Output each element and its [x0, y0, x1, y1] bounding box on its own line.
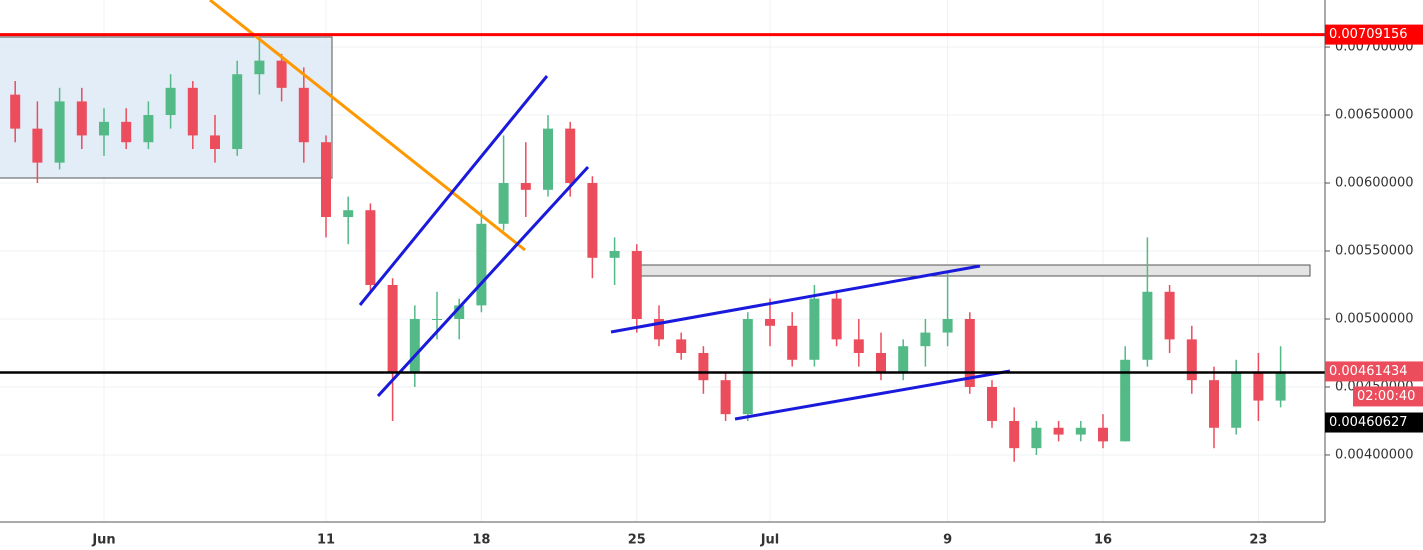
candle-body: [987, 386, 997, 421]
candle-body: [121, 121, 132, 143]
price-label-box: [1325, 24, 1423, 45]
candle-body: [187, 87, 198, 136]
candle-body: [809, 298, 820, 360]
candle-body: [609, 251, 620, 258]
candle-body: [498, 183, 509, 224]
candle-body: [1120, 359, 1131, 442]
candle-body: [1253, 373, 1264, 401]
candle-body: [232, 74, 243, 150]
x-tick-label: 11: [317, 533, 335, 548]
channel-line: [358, 75, 549, 306]
price-label: 0.00461434: [1329, 364, 1408, 379]
candle-body: [742, 318, 753, 415]
candle-body: [787, 325, 798, 360]
x-tick-label: 25: [628, 533, 646, 548]
candle-body: [543, 128, 553, 190]
candle-body: [1231, 373, 1242, 428]
candle-body: [654, 318, 664, 340]
price-label: 0.00460627: [1329, 415, 1408, 430]
candle-body: [1053, 427, 1064, 435]
x-tick-label: 23: [1249, 533, 1267, 548]
candle-body: [476, 223, 487, 306]
y-tick-label: 0.00550000: [1335, 244, 1414, 259]
candle-body: [365, 210, 376, 285]
candle-body: [876, 352, 886, 374]
candle-body: [1186, 339, 1197, 381]
countdown: 02:00:40: [1357, 389, 1415, 404]
candle-body: [321, 142, 331, 218]
candle-body: [765, 318, 775, 326]
candle-body: [298, 87, 309, 143]
candle-body: [99, 121, 109, 136]
candle-body: [165, 87, 176, 116]
trend-line: [209, 0, 526, 252]
candle-body: [409, 318, 420, 374]
candle-body: [520, 183, 531, 190]
candle-body: [853, 339, 864, 353]
candle-body: [1275, 372, 1286, 401]
x-tick-label: 18: [472, 533, 490, 548]
x-tick-label: 9: [943, 533, 952, 548]
candle-body: [587, 183, 598, 258]
y-tick-label: 0.00650000: [1335, 108, 1414, 123]
candle-body: [210, 135, 220, 150]
axis-labels: 0.004000000.004500000.005000000.00550000…: [91, 24, 1423, 548]
candle-body: [631, 251, 642, 319]
candle-body: [254, 60, 265, 75]
countdown-box: [1353, 386, 1423, 407]
candle-body: [565, 128, 576, 184]
candles: [10, 40, 1286, 462]
channel-line: [376, 165, 590, 398]
candle-body: [1009, 420, 1020, 449]
candle-body: [1075, 427, 1086, 435]
candle-body: [54, 101, 65, 163]
candle-body: [387, 284, 398, 374]
candle-body: [343, 210, 354, 218]
y-tick-label: 0.00600000: [1335, 176, 1414, 191]
candle-body: [1098, 427, 1108, 442]
channel-line: [610, 264, 981, 334]
price-label-box: [1325, 412, 1423, 433]
candle-body: [831, 298, 842, 340]
candle-body: [942, 318, 953, 333]
candle-body: [1164, 291, 1175, 340]
x-tick-label: 16: [1094, 533, 1112, 548]
channel-line: [734, 369, 1011, 421]
candle-body: [898, 346, 909, 374]
y-tick-label: 0.00500000: [1335, 311, 1414, 326]
candle-body: [432, 318, 442, 320]
price-label-box: [1325, 361, 1423, 382]
x-tick-label: Jul: [760, 533, 780, 548]
candle-body: [964, 318, 975, 387]
price-lines: [0, 33, 1325, 374]
candle-body: [920, 332, 931, 347]
candle-body: [32, 128, 43, 163]
candle-body: [676, 339, 687, 353]
y-tick-label: 0.00400000: [1335, 447, 1414, 462]
candle-body: [143, 115, 154, 143]
candle-body: [276, 60, 287, 88]
candle-body: [10, 94, 21, 129]
candle-body: [1142, 291, 1153, 360]
candle-body: [720, 380, 731, 415]
x-tick-label: Jun: [91, 533, 115, 548]
candle-body: [1209, 380, 1219, 428]
candle-body: [76, 101, 87, 136]
candle-body: [698, 352, 709, 381]
price-label: 0.00709156: [1329, 27, 1408, 42]
candle-body: [454, 305, 465, 319]
candle-body: [1031, 427, 1042, 449]
